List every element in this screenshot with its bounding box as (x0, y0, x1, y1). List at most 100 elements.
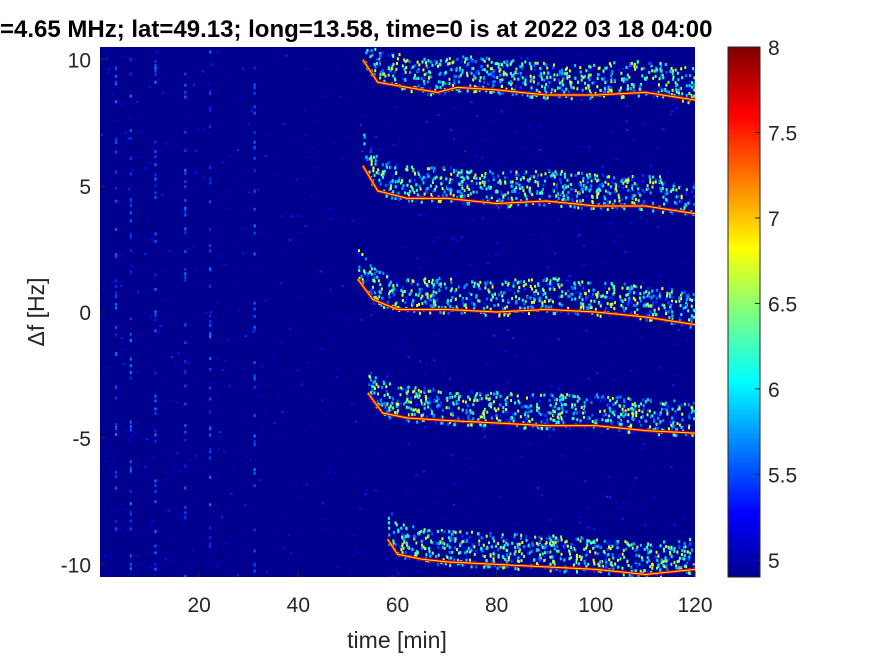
heatmap-cell (464, 457, 467, 460)
heatmap-cell (552, 413, 555, 417)
heatmap-cell (422, 413, 424, 417)
heatmap-cell (693, 94, 695, 98)
heatmap-cell (620, 71, 623, 75)
y-tick-label: -5 (72, 428, 91, 451)
heatmap-cell (465, 297, 468, 300)
heatmap-cell (630, 89, 633, 93)
heatmap-cell (639, 543, 642, 547)
heatmap-cell (571, 286, 574, 290)
heatmap-cell (659, 62, 662, 66)
heatmap-cell (623, 282, 626, 286)
heatmap-cell (405, 167, 408, 171)
heatmap-cell (635, 183, 638, 187)
heatmap-cell (483, 68, 486, 72)
heatmap-cell (438, 404, 441, 408)
heatmap-cell (390, 512, 393, 516)
heatmap-cell (446, 543, 449, 547)
heatmap-cell (378, 63, 381, 67)
heatmap-cell (560, 283, 563, 287)
heatmap-cell (503, 565, 506, 569)
heatmap-cell (449, 188, 452, 192)
heatmap-cell (664, 407, 667, 411)
heatmap-cell (426, 187, 429, 191)
heatmap-cell (279, 432, 282, 435)
heatmap-cell (671, 72, 674, 75)
heatmap-cell (579, 421, 582, 425)
heatmap-cell (496, 416, 498, 420)
heatmap-cell (154, 72, 157, 76)
heatmap-cell (691, 298, 693, 302)
heatmap-cell (530, 78, 533, 82)
heatmap-cell (634, 549, 637, 552)
heatmap-cell (476, 500, 479, 503)
heatmap-cell (564, 72, 566, 76)
heatmap-cell (242, 67, 245, 70)
heatmap-cell (345, 534, 348, 537)
heatmap-cell (666, 294, 668, 298)
heatmap-cell (154, 80, 157, 84)
heatmap-cell (428, 549, 431, 553)
heatmap-cell (172, 465, 175, 468)
heatmap-cell (418, 63, 421, 67)
heatmap-cell (685, 204, 687, 207)
heatmap-cell (669, 420, 672, 424)
heatmap-cell (365, 156, 367, 159)
heatmap-cell (593, 554, 596, 557)
heatmap-cell (210, 188, 213, 191)
heatmap-cell (289, 239, 292, 241)
heatmap-cell (520, 536, 522, 540)
heatmap-cell (469, 558, 471, 562)
heatmap-cell (558, 569, 561, 573)
x-tick-label: 60 (386, 594, 409, 617)
heatmap-cell (253, 385, 256, 389)
heatmap-cell (670, 290, 673, 294)
heatmap-cell (626, 73, 629, 77)
heatmap-cell (499, 190, 502, 194)
heatmap-cell (451, 179, 453, 183)
heatmap-cell (642, 295, 645, 299)
heatmap-cell (604, 189, 607, 193)
heatmap-cell (677, 88, 680, 92)
heatmap-cell (618, 184, 621, 188)
heatmap-cell (462, 539, 465, 543)
heatmap-cell (653, 311, 656, 315)
heatmap-cell (656, 412, 659, 416)
heatmap-cell (481, 58, 484, 62)
heatmap-cell (534, 170, 537, 174)
heatmap-cell (600, 517, 603, 520)
heatmap-cell (120, 337, 123, 340)
heatmap-cell (533, 300, 535, 304)
heatmap-cell (114, 475, 117, 479)
heatmap-cell (455, 68, 458, 72)
heatmap-cell (403, 62, 406, 65)
heatmap-cell (576, 226, 579, 229)
heatmap-cell (534, 61, 537, 65)
heatmap-cell (154, 177, 157, 181)
heatmap-cell (642, 415, 644, 419)
heatmap-cell (429, 554, 432, 558)
heatmap-cell (626, 501, 629, 504)
heatmap-cell (438, 276, 441, 280)
heatmap-cell (350, 302, 353, 305)
heatmap-cell (435, 291, 438, 295)
heatmap-cell (504, 72, 507, 76)
heatmap-cell (610, 71, 613, 75)
heatmap-cell (557, 196, 560, 200)
heatmap-cell (523, 146, 525, 149)
heatmap-cell (536, 408, 539, 412)
heatmap-cell (285, 54, 288, 57)
heatmap-cell (379, 291, 382, 295)
trace-line-core (357, 278, 695, 326)
heatmap-cell (665, 545, 667, 549)
heatmap-cell (613, 199, 616, 203)
heatmap-cell (640, 173, 643, 176)
heatmap-cell (431, 532, 434, 536)
heatmap-cell (563, 172, 566, 176)
heatmap-cell (671, 310, 674, 314)
heatmap-cell (632, 480, 635, 483)
heatmap-cell (606, 199, 609, 203)
heatmap-cell (421, 294, 424, 298)
heatmap-cell (391, 179, 394, 183)
heatmap-cell (680, 207, 682, 211)
heatmap-cell (459, 195, 462, 198)
